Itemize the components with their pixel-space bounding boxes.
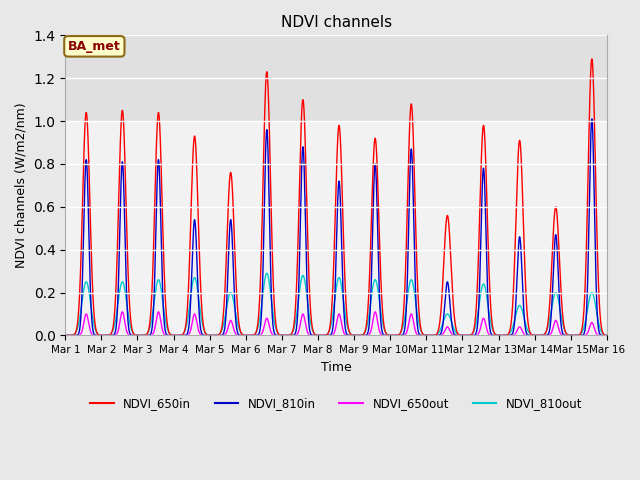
Y-axis label: NDVI channels (W/m2/nm): NDVI channels (W/m2/nm) [15,103,28,268]
NDVI_650in [264,84,272,89]
NDVI_810in [603,333,611,338]
NDVI_810out [603,333,611,338]
NDVI_810out [61,333,69,338]
NDVI_650out [61,333,69,338]
NDVI_650out [488,333,495,338]
NDVI_810out [601,332,609,338]
X-axis label: Time: Time [321,360,351,374]
NDVI_650in [61,333,69,338]
NDVI_650out [172,333,179,338]
Line: NDVI_650in: NDVI_650in [65,59,607,336]
NDVI_810in [601,333,609,338]
NDVI_810out [177,332,185,338]
NDVI_810in [177,333,185,338]
NDVI_810in [488,332,495,337]
NDVI_650out [603,333,611,338]
NDVI_650out [118,309,126,315]
Line: NDVI_650out: NDVI_650out [65,312,607,336]
NDVI_810out [488,324,495,330]
NDVI_650out [264,318,272,324]
NDVI_810in [61,333,69,338]
NDVI_810out [264,273,272,279]
Line: NDVI_810in: NDVI_810in [65,119,607,336]
NDVI_810out [411,293,419,299]
NDVI_650out [601,333,609,338]
NDVI_650in [411,187,419,192]
NDVI_810in [264,150,272,156]
Bar [65,36,607,121]
NDVI_650in [588,56,596,62]
NDVI_810out [263,270,271,276]
Title: NDVI channels: NDVI channels [280,15,392,30]
NDVI_650in [177,332,185,338]
Legend: NDVI_650in, NDVI_810in, NDVI_650out, NDVI_810out: NDVI_650in, NDVI_810in, NDVI_650out, NDV… [85,392,587,415]
Text: BA_met: BA_met [68,40,121,53]
NDVI_810in [411,260,419,265]
NDVI_650in [601,332,609,338]
Line: NDVI_810out: NDVI_810out [65,273,607,336]
NDVI_650in [488,316,495,322]
NDVI_650in [603,333,611,338]
NDVI_810in [172,333,179,338]
NDVI_810out [172,333,179,338]
NDVI_650in [172,333,179,338]
NDVI_650out [411,325,419,331]
NDVI_650out [177,333,185,338]
NDVI_810in [588,116,596,122]
